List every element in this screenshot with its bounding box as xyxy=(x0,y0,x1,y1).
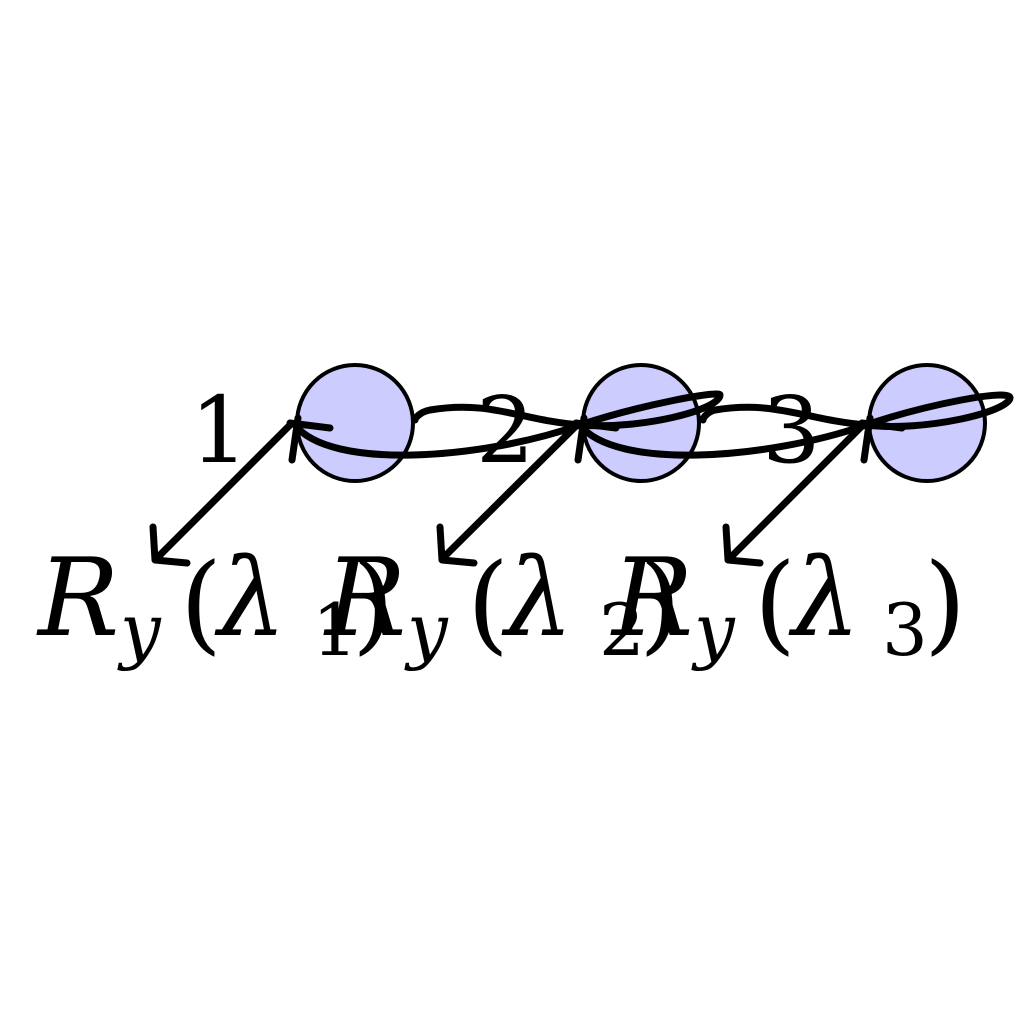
edge-1-loop-head xyxy=(286,414,334,464)
rotation-param-sub: 2 xyxy=(599,588,645,672)
rotation-close-paren: ) xyxy=(639,541,681,666)
site-index-label-1: 1 xyxy=(190,377,249,484)
rotation-axis: y xyxy=(404,588,449,672)
arrow-1 xyxy=(154,421,294,561)
chain-edges xyxy=(286,390,1014,464)
rotation-param: λ xyxy=(214,536,286,661)
rotation-label-2: R y ( λ 2 ) xyxy=(323,536,681,672)
site-index-label-3: 3 xyxy=(762,377,821,484)
rotation-axis: y xyxy=(691,588,736,672)
rotation-param-sub: 3 xyxy=(882,588,928,672)
edge-1-2 xyxy=(291,390,724,459)
site-index-label-2: 2 xyxy=(476,377,535,484)
rotation-close-paren: ) xyxy=(352,541,394,666)
edge-2-3 xyxy=(576,391,1014,459)
arrow-2 xyxy=(440,421,581,561)
rotation-param-sub: 1 xyxy=(312,588,358,672)
rotation-symbol: R xyxy=(610,536,693,661)
rotation-labels: R y ( λ 1 ) R y ( λ 2 ) R y ( λ 3 ) xyxy=(36,536,966,672)
rotation-param: λ xyxy=(788,536,860,661)
rotation-axis: y xyxy=(117,588,162,672)
site-index-labels: 1 2 3 xyxy=(190,377,821,484)
arrow-head-2 xyxy=(436,523,478,567)
rotation-open-paren: ( xyxy=(754,541,796,666)
arrow-head-3 xyxy=(722,523,764,567)
arrow-head-1 xyxy=(149,523,191,567)
edge-2-loop-head xyxy=(572,414,620,464)
rotation-label-3: R y ( λ 3 ) xyxy=(610,536,966,672)
rotation-param: λ xyxy=(501,536,573,661)
rotation-open-paren: ( xyxy=(467,541,509,666)
rotation-symbol: R xyxy=(323,536,406,661)
edge-3-loop-head xyxy=(858,414,906,464)
rotation-open-paren: ( xyxy=(180,541,222,666)
rotation-symbol: R xyxy=(36,536,119,661)
rotation-close-paren: ) xyxy=(924,541,966,666)
rotation-arrows xyxy=(149,421,867,567)
rotation-label-1: R y ( λ 1 ) xyxy=(36,536,394,672)
arrow-3 xyxy=(727,421,867,561)
